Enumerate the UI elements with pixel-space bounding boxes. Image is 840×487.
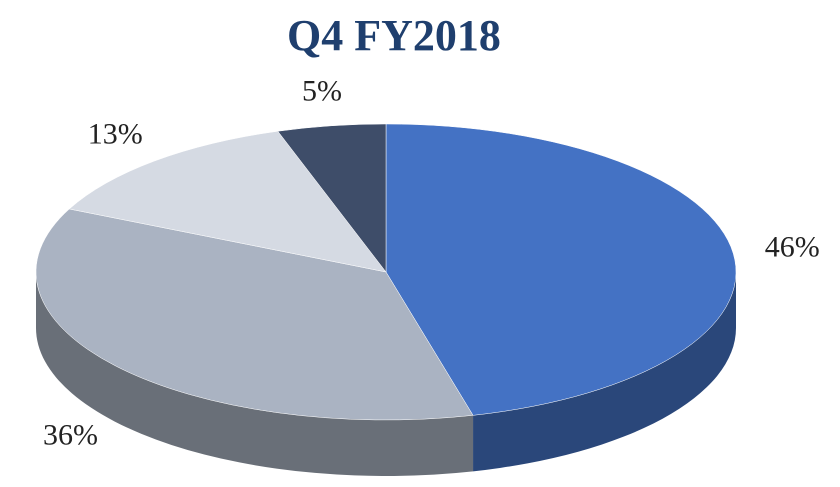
data-label: 13% — [88, 117, 143, 150]
data-label: 46% — [765, 230, 820, 263]
slice-side — [473, 272, 736, 472]
pie-slice — [35, 208, 474, 476]
pie-slice — [68, 130, 387, 273]
slice-top — [277, 123, 387, 273]
data-label: 5% — [302, 75, 342, 108]
pie-slice — [385, 123, 737, 472]
data-label: 36% — [43, 418, 98, 451]
slice-side — [36, 272, 474, 476]
slice-top — [35, 208, 474, 421]
pie-slice — [277, 123, 387, 273]
chart-title: Q4 FY2018 — [287, 11, 501, 60]
slice-top — [68, 130, 387, 273]
slice-top — [385, 123, 737, 416]
